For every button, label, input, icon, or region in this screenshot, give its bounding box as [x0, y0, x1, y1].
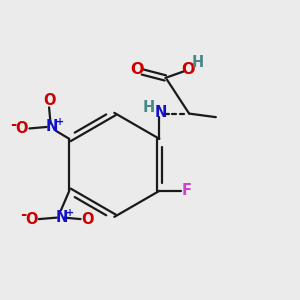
Text: O: O	[25, 212, 38, 226]
Text: N: N	[155, 105, 167, 120]
Text: H: H	[191, 55, 203, 70]
Text: -: -	[20, 207, 26, 222]
Text: H: H	[143, 100, 155, 115]
Text: O: O	[43, 93, 55, 108]
Text: F: F	[182, 183, 192, 198]
Text: N: N	[56, 210, 68, 225]
Text: O: O	[130, 62, 144, 77]
Text: N: N	[46, 119, 58, 134]
Text: -: -	[10, 117, 16, 132]
Text: O: O	[181, 61, 194, 76]
Text: O: O	[82, 212, 94, 226]
Text: +: +	[66, 208, 74, 218]
Text: O: O	[16, 121, 28, 136]
Text: +: +	[56, 117, 64, 127]
